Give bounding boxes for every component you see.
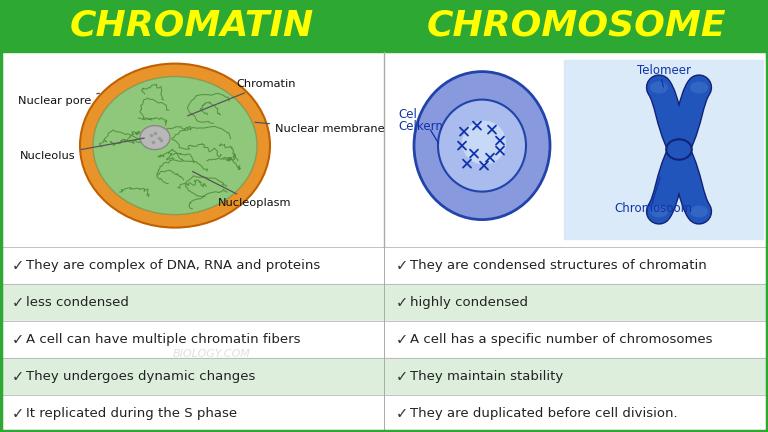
Text: less condensed: less condensed (26, 296, 129, 309)
Bar (0, 358, 768, 395)
Text: A cell can have multiple chromatin fibers: A cell can have multiple chromatin fiber… (26, 333, 300, 346)
Text: It replicated during the S phase: It replicated during the S phase (26, 407, 237, 420)
Text: Cel: Cel (398, 108, 417, 121)
Bar (0, 52, 384, 247)
Text: ✓: ✓ (12, 369, 25, 384)
Text: ✓: ✓ (396, 332, 409, 347)
Ellipse shape (690, 82, 708, 93)
Text: ✓: ✓ (396, 295, 409, 310)
Text: Telomeer: Telomeer (637, 64, 691, 77)
Text: ✓: ✓ (396, 369, 409, 384)
Text: Nucleolus: Nucleolus (20, 138, 144, 161)
Ellipse shape (462, 121, 506, 165)
Ellipse shape (650, 206, 668, 217)
Text: highly condensed: highly condensed (410, 296, 528, 309)
Ellipse shape (80, 64, 270, 228)
Text: CHROMOSOME: CHROMOSOME (426, 9, 726, 43)
Text: ✓: ✓ (12, 258, 25, 273)
Text: They undergoes dynamic changes: They undergoes dynamic changes (26, 370, 256, 383)
Text: CHROMATIN: CHROMATIN (70, 9, 314, 43)
Ellipse shape (690, 206, 708, 217)
Ellipse shape (140, 126, 170, 149)
Ellipse shape (667, 139, 692, 160)
Text: Nucleoplasm: Nucleoplasm (193, 172, 291, 208)
Text: They are condensed structures of chromatin: They are condensed structures of chromat… (410, 259, 707, 272)
Text: A cell has a specific number of chromosomes: A cell has a specific number of chromoso… (410, 333, 713, 346)
Bar (564, 60, 763, 239)
Text: They maintain stability: They maintain stability (410, 370, 563, 383)
Text: Nuclear pore: Nuclear pore (18, 93, 100, 105)
Text: Chromatin: Chromatin (187, 79, 296, 116)
Text: ✓: ✓ (396, 258, 409, 273)
Text: Nuclear membrane: Nuclear membrane (255, 122, 385, 134)
Text: They are duplicated before cell division.: They are duplicated before cell division… (410, 407, 677, 420)
Text: ✓: ✓ (12, 332, 25, 347)
Bar (0, 321, 768, 358)
Ellipse shape (650, 82, 668, 93)
Text: BIOLOGY.COM: BIOLOGY.COM (172, 349, 250, 359)
Ellipse shape (93, 76, 257, 215)
Ellipse shape (414, 72, 550, 219)
Ellipse shape (438, 100, 526, 192)
Text: ✓: ✓ (12, 406, 25, 421)
Text: Chromosoom: Chromosoom (614, 202, 692, 215)
Bar (0, 284, 768, 321)
Bar (0, 247, 768, 284)
Bar (384, 52, 768, 247)
Bar (0, 395, 768, 432)
Text: They are complex of DNA, RNA and proteins: They are complex of DNA, RNA and protein… (26, 259, 320, 272)
Bar (0, 0, 768, 52)
Text: ✓: ✓ (12, 295, 25, 310)
Text: Celkern: Celkern (398, 120, 443, 133)
Text: ✓: ✓ (396, 406, 409, 421)
